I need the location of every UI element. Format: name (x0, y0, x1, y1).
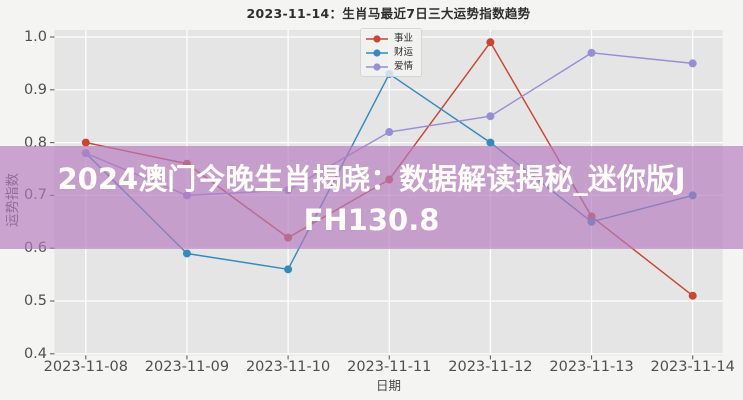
data-point-爱情-2023-11-13 (587, 48, 596, 57)
x-tick-label: 2023-11-12 (448, 359, 533, 375)
x-tick-label: 2023-11-08 (43, 359, 128, 375)
legend-marker (373, 62, 381, 71)
data-point-爱情-2023-11-12 (486, 112, 495, 121)
wealth-line-swatch (366, 48, 388, 57)
data-point-事业-2023-11-12 (486, 38, 495, 47)
data-point-事业-2023-11-08 (81, 138, 90, 147)
y-tick-label: 0.9 (23, 81, 47, 98)
legend: 事业 财运 爱情 (360, 28, 422, 77)
data-point-财运-2023-11-12 (486, 138, 495, 147)
data-point-事业-2023-11-14 (688, 291, 697, 300)
watermark-text: 2024澳门今晚生肖揭晓：数据解读揭秘_迷你版J FH130.8 (0, 159, 743, 241)
legend-item-wealth: 财运 (365, 46, 421, 60)
data-point-爱情-2023-11-11 (385, 128, 394, 137)
data-point-财运-2023-11-10 (284, 265, 293, 274)
data-point-财运-2023-11-09 (182, 249, 191, 258)
x-tick-label: 2023-11-10 (245, 359, 331, 375)
watermark-band (0, 146, 743, 249)
data-point-爱情-2023-11-14 (688, 59, 697, 68)
watermark-line-2: FH130.8 (303, 203, 440, 237)
career-line-swatch (366, 34, 388, 43)
y-tick-label: 0.4 (23, 345, 47, 362)
y-tick-label: 1.0 (23, 29, 47, 45)
x-tick-label: 2023-11-09 (144, 359, 230, 375)
x-tick-label: 2023-11-13 (549, 359, 634, 375)
x-tick-label: 2023-11-14 (650, 359, 735, 375)
watermark-line-1: 2024澳门今晚生肖揭晓：数据解读揭秘_迷你版J (57, 162, 686, 196)
legend-marker (373, 48, 381, 57)
chart-title: 2023-11-14：生肖马最近7日三大运势指数趋势 (246, 6, 531, 21)
legend-label: 爱情 (394, 60, 414, 72)
legend-item-love: 爱情 (365, 60, 421, 74)
legend-item-career: 事业 (365, 32, 421, 46)
y-tick-label: 0.5 (23, 293, 47, 309)
x-axis-label: 日期 (375, 378, 401, 393)
love-line-swatch (366, 62, 388, 71)
legend-label: 事业 (394, 32, 414, 44)
x-tick-label: 2023-11-11 (347, 359, 432, 375)
legend-label: 财运 (394, 46, 414, 58)
legend-marker (373, 34, 381, 43)
